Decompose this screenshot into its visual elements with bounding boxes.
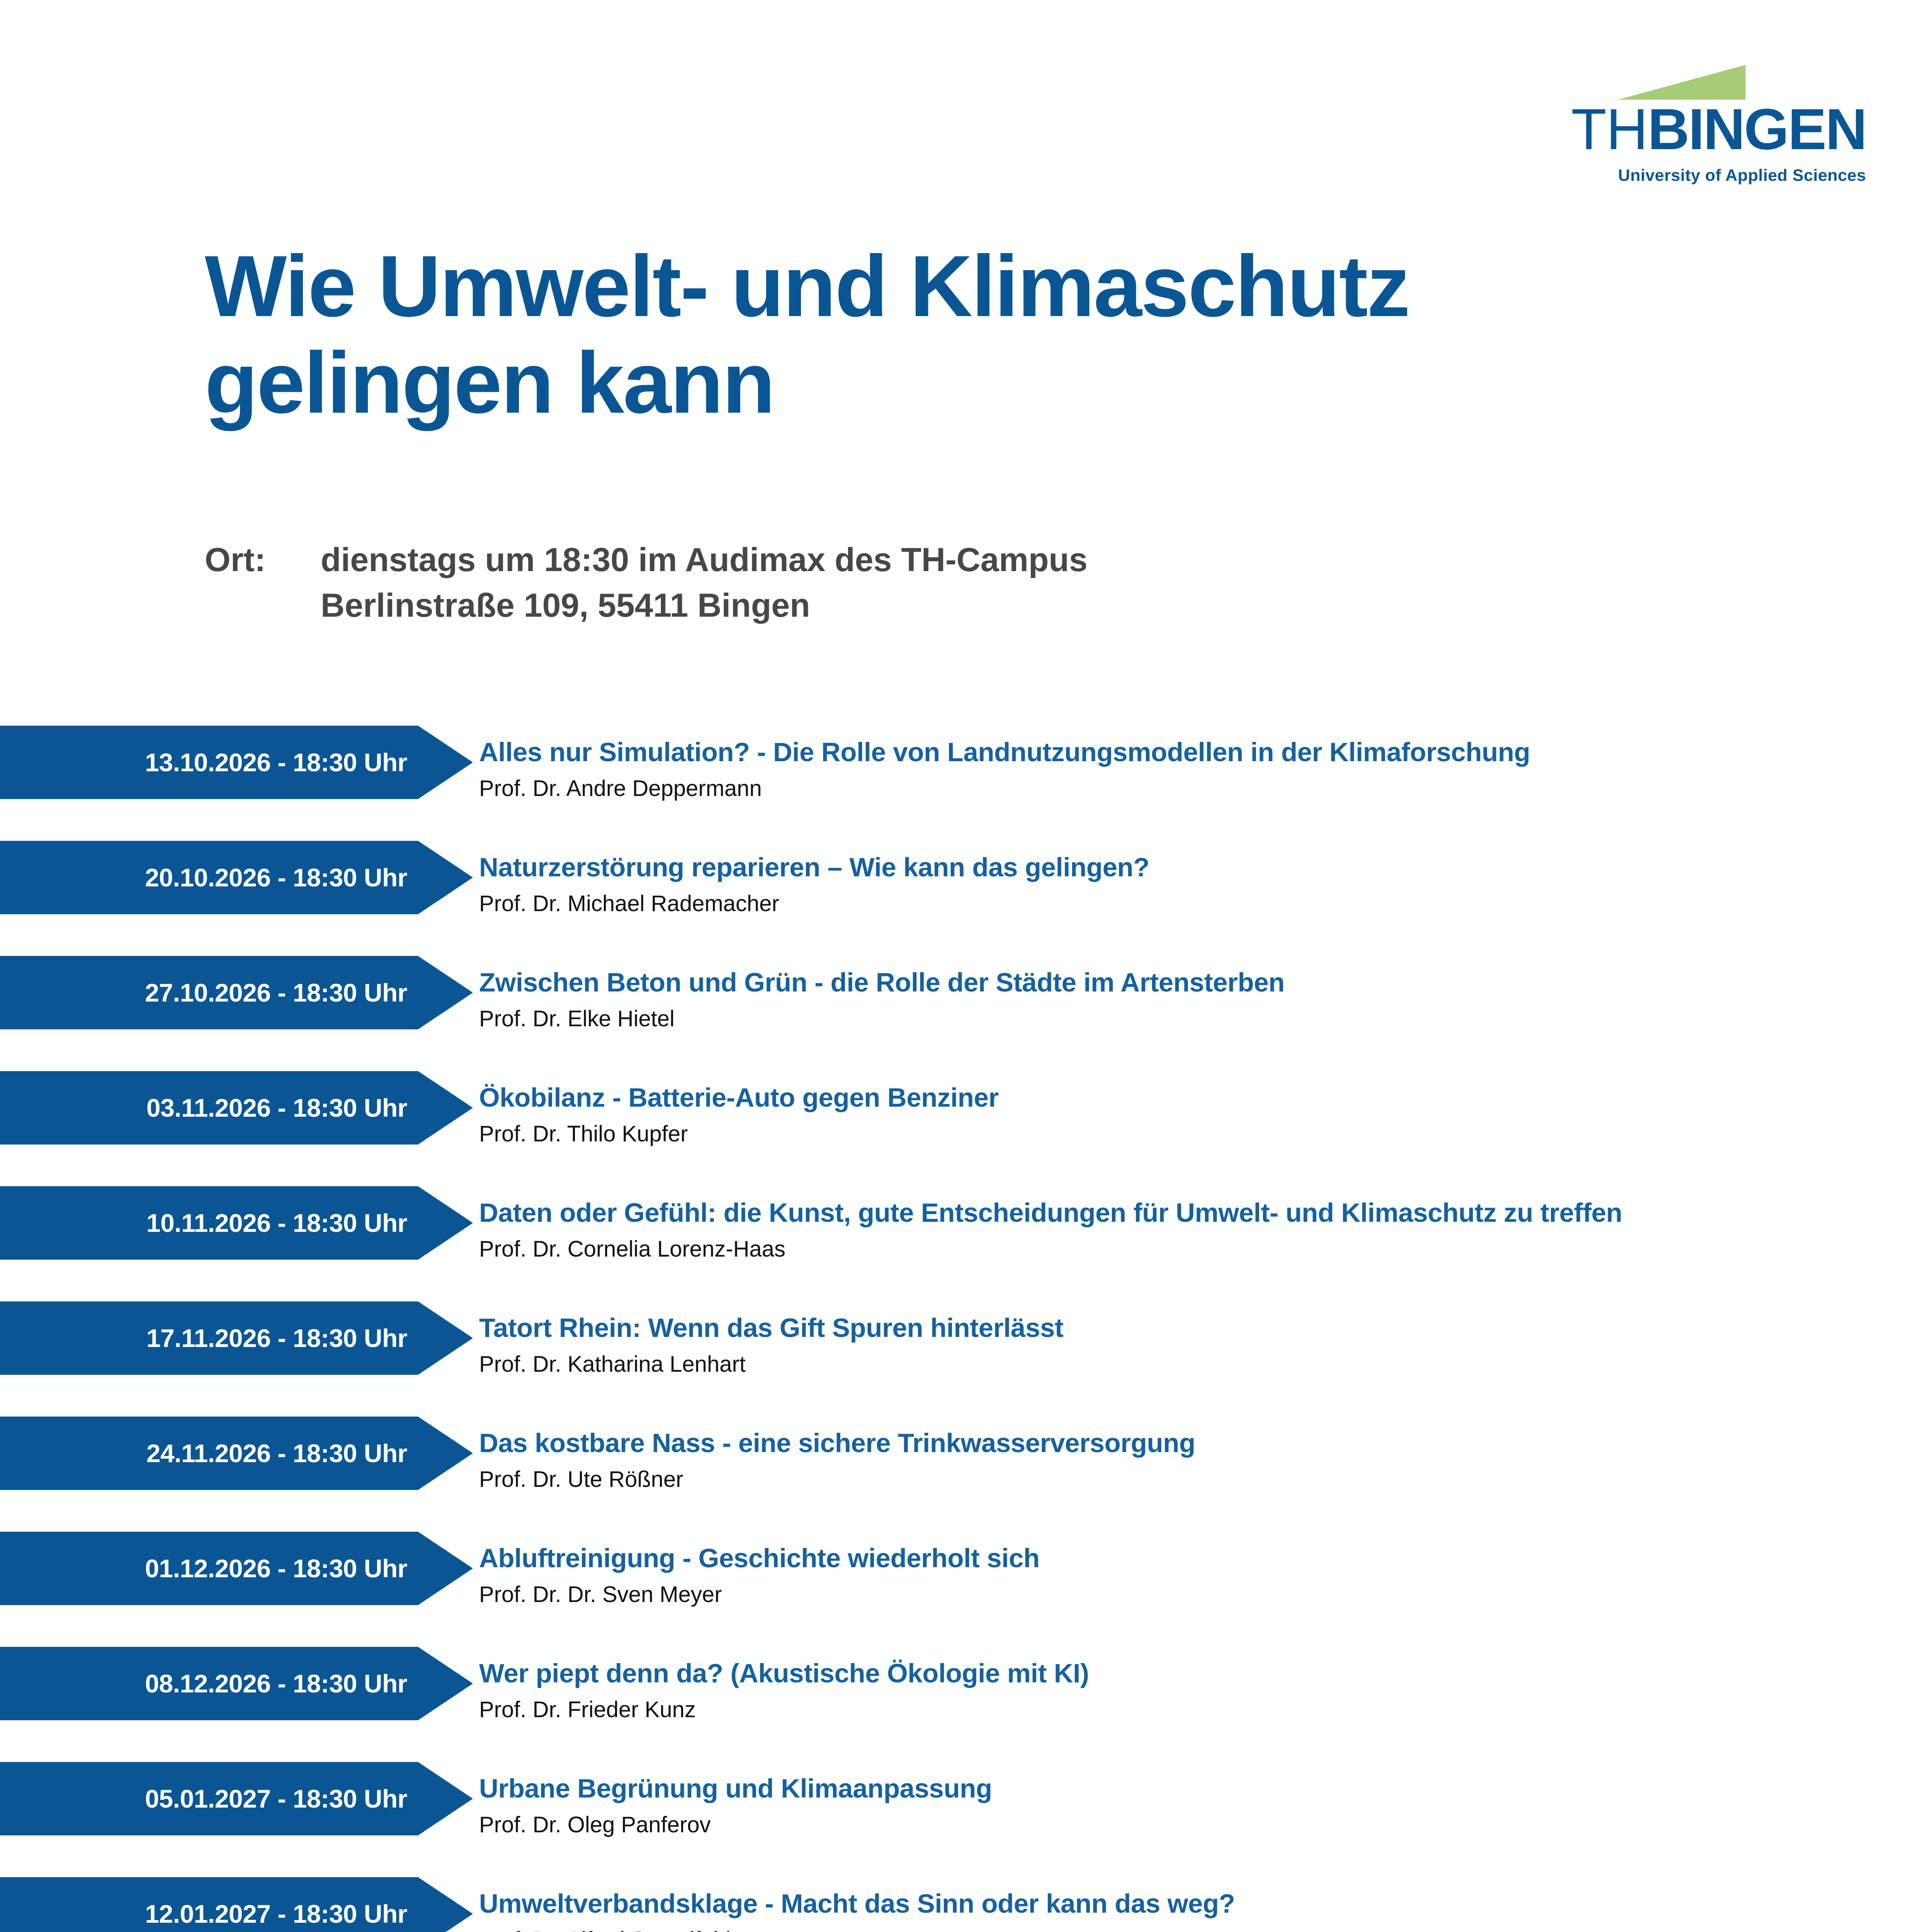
lecture-title: Tatort Rhein: Wenn das Gift Spuren hinte…	[479, 1313, 1064, 1343]
lecture-speaker: Prof. Dr. Alfred Stapelfeldt	[479, 1927, 1889, 1932]
lecture-date-badge: 12.01.2027 - 18:30 Uhr	[0, 1877, 418, 1932]
lecture-date-text: 27.10.2026 - 18:30 Uhr	[145, 978, 407, 1007]
lecture-date-arrow-icon	[418, 841, 473, 914]
page-title: Wie Umwelt- und Klimaschutz gelingen kan…	[205, 238, 1827, 431]
lecture-title: Daten oder Gefühl: die Kunst, gute Entsc…	[479, 1198, 1622, 1228]
lecture-row: 01.12.2026 - 18:30 Uhr Abluftreinigung - …	[0, 1532, 1919, 1647]
lecture-title: Naturzerstörung reparieren – Wie kann da…	[479, 852, 1150, 882]
lecture-date-text: 17.11.2026 - 18:30 Uhr	[146, 1324, 408, 1352]
lecture-date-arrow-icon	[418, 726, 473, 799]
lecture-title: Alles nur Simulation? - Die Rolle von La…	[479, 737, 1530, 767]
lecture-date-text: 03.11.2026 - 18:30 Uhr	[146, 1094, 408, 1122]
lecture-text-block: Daten oder Gefühl: die Kunst, gute Entsc…	[479, 1198, 1889, 1262]
lecture-title: Umweltverbandsklage - Macht das Sinn ode…	[479, 1889, 1235, 1918]
lecture-row: 20.10.2026 - 18:30 Uhr Naturzerstörung re…	[0, 841, 1919, 956]
lecture-date-arrow-icon	[418, 1301, 473, 1375]
lecture-date-arrow-icon	[418, 1417, 473, 1490]
lecture-row: 24.11.2026 - 18:30 Uhr Das kostbare Nass …	[0, 1417, 1919, 1532]
lecture-date-text: 08.12.2026 - 18:30 Uhr	[145, 1669, 407, 1698]
lecture-date-badge: 10.11.2026 - 18:30 Uhr	[0, 1186, 418, 1260]
venue-lines: dienstags um 18:30 im Audimax des TH-Cam…	[321, 537, 1673, 628]
lecture-row: 13.10.2026 - 18:30 Uhr Alles nur Simulati…	[0, 726, 1919, 841]
venue-label: Ort:	[205, 541, 266, 578]
lecture-row: 10.11.2026 - 18:30 Uhr Daten oder Gefühl:…	[0, 1186, 1919, 1301]
lecture-speaker: Prof. Dr. Thilo Kupfer	[479, 1121, 688, 1146]
lecture-text-block: Urbane Begrünung und Klimaanpassung Prof.…	[479, 1774, 1889, 1838]
lecture-date-text: 01.12.2026 - 18:30 Uhr	[145, 1554, 407, 1583]
lecture-speaker: Prof. Dr. Elke Hietel	[479, 1006, 675, 1031]
lecture-text-block: Ökobilanz - Batterie-Auto gegen Benziner…	[479, 1083, 1889, 1147]
lecture-row: 12.01.2027 - 18:30 Uhr Umweltverbandsklag…	[0, 1877, 1919, 1932]
lecture-text-block: Tatort Rhein: Wenn das Gift Spuren hinte…	[479, 1313, 1889, 1377]
lecture-date-text: 13.10.2026 - 18:30 Uhr	[145, 748, 407, 777]
page-title-line-2: gelingen kann	[205, 334, 775, 431]
lecture-date-badge: 01.12.2026 - 18:30 Uhr	[0, 1532, 418, 1605]
lecture-speaker: Prof. Dr. Dr. Sven Meyer	[479, 1582, 722, 1607]
logo-wordmark: THBINGEN	[1441, 100, 1867, 158]
lecture-speaker: Prof. Dr. Cornelia Lorenz-Haas	[479, 1236, 785, 1262]
lecture-date-badge: 13.10.2026 - 18:30 Uhr	[0, 726, 418, 799]
lecture-date-text: 20.10.2026 - 18:30 Uhr	[145, 863, 407, 892]
lecture-date-arrow-icon	[418, 1762, 473, 1835]
lecture-title: Urbane Begrünung und Klimaanpassung	[479, 1774, 992, 1803]
lecture-title: Zwischen Beton und Grün - die Rolle der …	[479, 968, 1285, 997]
lecture-date-text: 05.01.2027 - 18:30 Uhr	[145, 1784, 407, 1813]
lecture-date-badge: 24.11.2026 - 18:30 Uhr	[0, 1417, 418, 1490]
lecture-list: 13.10.2026 - 18:30 Uhr Alles nur Simulati…	[0, 726, 1919, 1932]
logo-th-text: TH	[1571, 97, 1648, 162]
lecture-text-block: Alles nur Simulation? - Die Rolle von La…	[479, 737, 1889, 801]
page-title-line-1: Wie Umwelt- und Klimaschutz	[205, 237, 1410, 335]
lecture-text-block: Abluftreinigung - Geschichte wiederholt …	[479, 1543, 1889, 1607]
lecture-date-badge: 17.11.2026 - 18:30 Uhr	[0, 1301, 418, 1375]
lecture-speaker: Prof. Dr. Katharina Lenhart	[479, 1352, 746, 1377]
lecture-date-badge: 05.01.2027 - 18:30 Uhr	[0, 1762, 418, 1835]
logo-subtitle: University of Applied Sciences	[1618, 166, 1866, 185]
lecture-speaker: Prof. Dr. Ute Rößner	[479, 1467, 683, 1492]
lecture-title: Das kostbare Nass - eine sichere Trinkwa…	[479, 1428, 1195, 1458]
lecture-date-arrow-icon	[418, 1071, 473, 1145]
lecture-text-block: Umweltverbandsklage - Macht das Sinn ode…	[479, 1889, 1889, 1932]
lecture-text-block: Das kostbare Nass - eine sichere Trinkwa…	[479, 1428, 1889, 1492]
lecture-row: 05.01.2027 - 18:30 Uhr Urbane Begrünung u…	[0, 1762, 1919, 1877]
venue-line-2: Berlinstraße 109, 55411 Bingen	[321, 587, 810, 624]
lecture-date-badge: 08.12.2026 - 18:30 Uhr	[0, 1647, 418, 1720]
lecture-text-block: Wer piept denn da? (Akustische Ökologie …	[479, 1658, 1889, 1723]
lecture-title: Ökobilanz - Batterie-Auto gegen Benziner	[479, 1083, 999, 1112]
lecture-title: Abluftreinigung - Geschichte wiederholt …	[479, 1543, 1040, 1573]
lecture-date-arrow-icon	[418, 1186, 473, 1260]
logo-bingen-text: BINGEN	[1647, 97, 1867, 162]
lecture-speaker: Prof. Dr. Michael Rademacher	[479, 891, 779, 916]
lecture-speaker: Prof. Dr. Oleg Panferov	[479, 1812, 711, 1837]
lecture-date-text: 10.11.2026 - 18:30 Uhr	[146, 1209, 408, 1237]
venue-line-1: dienstags um 18:30 im Audimax des TH-Cam…	[321, 541, 1088, 578]
venue-row: Ort: dienstags um 18:30 im Audimax des T…	[205, 537, 1673, 628]
lecture-date-arrow-icon	[418, 1877, 473, 1932]
lecture-row: 27.10.2026 - 18:30 Uhr Zwischen Beton und…	[0, 956, 1919, 1071]
lecture-date-arrow-icon	[418, 1532, 473, 1605]
lecture-date-text: 24.11.2026 - 18:30 Uhr	[146, 1439, 408, 1468]
lecture-speaker: Prof. Dr. Andre Deppermann	[479, 776, 762, 801]
lecture-title: Wer piept denn da? (Akustische Ökologie …	[479, 1658, 1089, 1688]
lecture-speaker: Prof. Dr. Frieder Kunz	[479, 1697, 696, 1722]
lecture-date-text: 12.01.2027 - 18:30 Uhr	[145, 1900, 407, 1928]
lecture-row: 17.11.2026 - 18:30 Uhr Tatort Rhein: Wenn…	[0, 1301, 1919, 1417]
lecture-date-badge: 27.10.2026 - 18:30 Uhr	[0, 956, 418, 1029]
lecture-date-badge: 03.11.2026 - 18:30 Uhr	[0, 1071, 418, 1145]
lecture-text-block: Naturzerstörung reparieren – Wie kann da…	[479, 852, 1889, 917]
venue-info: Ort: dienstags um 18:30 im Audimax des T…	[205, 537, 1673, 628]
lecture-row: 03.11.2026 - 18:30 Uhr Ökobilanz - Batter…	[0, 1071, 1919, 1186]
logo-triangle-icon	[1618, 65, 1746, 100]
lecture-date-arrow-icon	[418, 956, 473, 1029]
th-bingen-logo: THBINGEN University of Applied Sciences	[1441, 54, 1867, 201]
lecture-date-arrow-icon	[418, 1647, 473, 1720]
lecture-row: 08.12.2026 - 18:30 Uhr Wer piept denn da?…	[0, 1647, 1919, 1762]
lecture-date-badge: 20.10.2026 - 18:30 Uhr	[0, 841, 418, 914]
lecture-text-block: Zwischen Beton und Grün - die Rolle der …	[479, 968, 1889, 1032]
